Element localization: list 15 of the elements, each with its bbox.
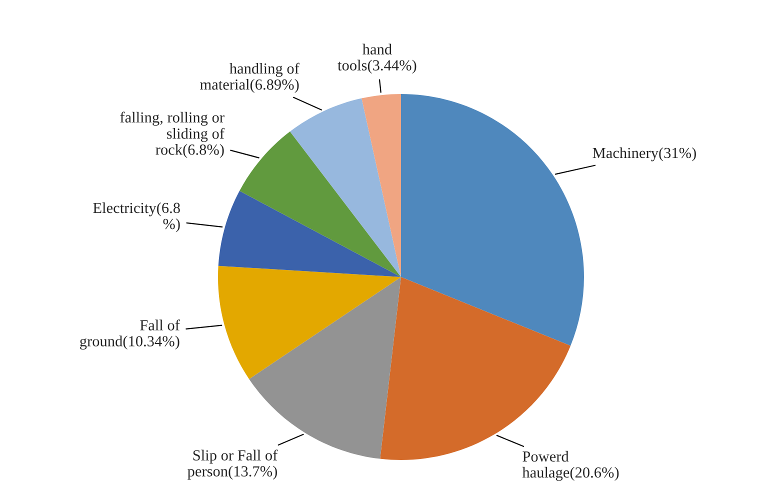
- slice-label: Fall of ground(10.34%): [80, 320, 180, 350]
- slice-label: Machinery(31%): [592, 147, 696, 162]
- slice-label: Slip or Fall of person(13.7%): [188, 450, 278, 480]
- slice-label: hand tools(3.44%): [338, 44, 416, 74]
- pie-slice: [218, 266, 401, 380]
- slice-label: handling of material(6.89%): [200, 62, 300, 93]
- pie-slice: [401, 94, 584, 346]
- pie-slice: [362, 94, 401, 277]
- pie-slice: [240, 132, 401, 277]
- slice-label: Powerd haulage(20.6%): [522, 450, 619, 481]
- slice-label: falling, rolling or sliding of rock(6.8%): [120, 112, 225, 158]
- slice-label: Electricity(6.8 %): [93, 202, 180, 232]
- pie-slice: [218, 190, 401, 277]
- pie-slice: [380, 277, 571, 460]
- pie-slice: [290, 98, 401, 277]
